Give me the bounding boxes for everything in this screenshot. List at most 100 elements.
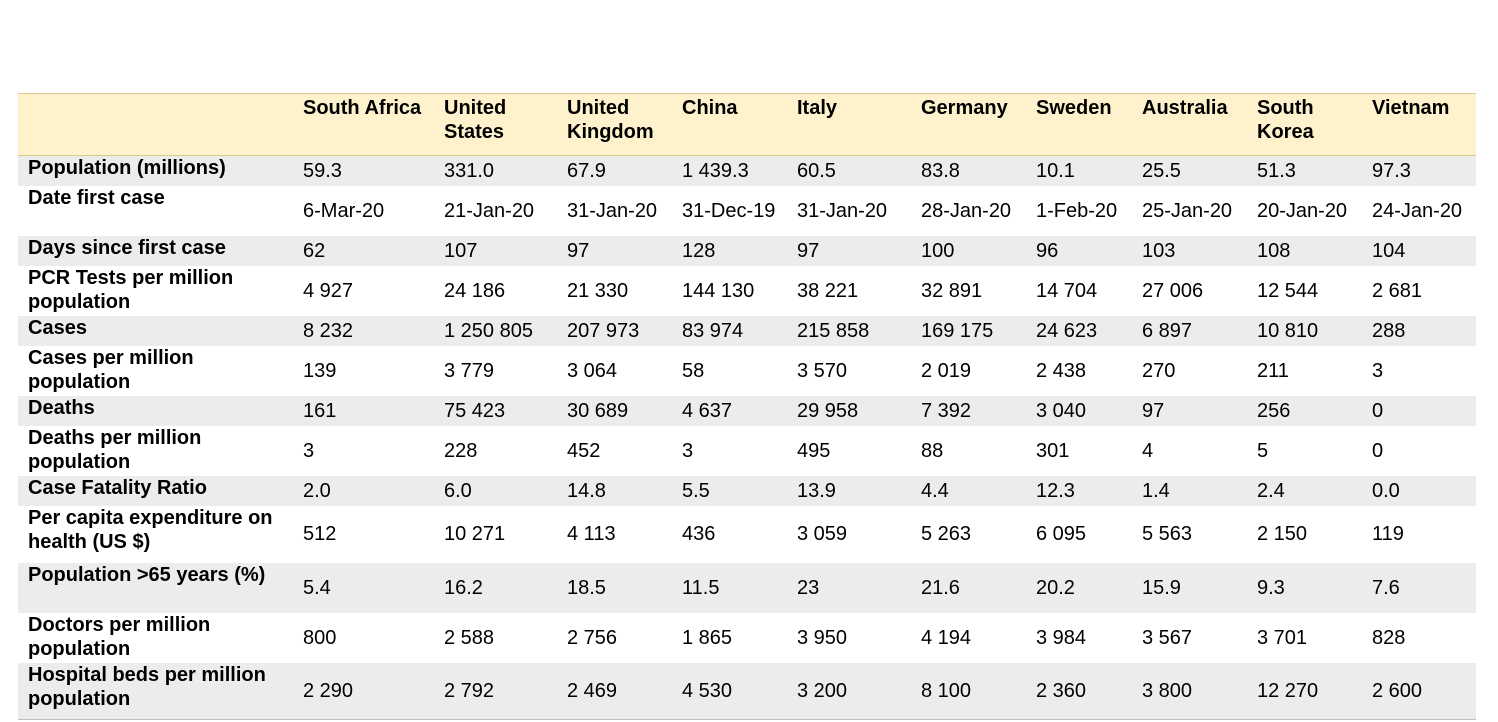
table-row: Date first case 6-Mar-20 21-Jan-20 31-Jan-2… (18, 185, 1476, 236)
table-cell: 0 (1372, 439, 1384, 462)
table-cell: 2 469 (550, 662, 665, 720)
table-cell: 83.8 (921, 159, 960, 182)
table-cell: 3 064 (567, 359, 618, 382)
table-cell: 20-Jan-20 (1257, 199, 1348, 222)
table-cell: 5.5 (682, 479, 710, 502)
table-cell: 83 974 (682, 319, 744, 342)
table-cell: 12 544 (1257, 279, 1319, 302)
table-cell: 3 (303, 439, 315, 462)
table-cell: 4 113 (567, 523, 616, 545)
table-cell: 10.1 (1036, 159, 1075, 182)
table-cell: 25-Jan-20 (1142, 199, 1233, 222)
row-label: Doctors per million population (28, 613, 211, 660)
row-label: PCR Tests per million population (28, 266, 234, 313)
table-cell: 4 (1142, 439, 1154, 462)
row-label: Deaths (28, 396, 95, 419)
table-cell: 24 186 (444, 279, 506, 302)
table-cell: 4 637 (682, 399, 733, 422)
table-cell: 2.0 (303, 479, 331, 502)
table-cell: 4 927 (303, 279, 354, 302)
table-cell: 97.3 (1372, 159, 1411, 182)
table-cell: 128 (682, 239, 716, 262)
table-cell: 10 810 (1257, 319, 1319, 342)
table-cell: 5.4 (303, 576, 331, 599)
row-label: Hospital beds per million population (18, 662, 286, 720)
table-cell: 800 (303, 626, 337, 649)
table-cell: 21 330 (567, 279, 629, 302)
row-label: Days since first case (28, 236, 226, 259)
table-cell: 14 704 (1036, 279, 1098, 302)
table-cell: 2 019 (921, 359, 972, 382)
table-cell: 5 263 (921, 523, 972, 545)
table-cell: 2 792 (427, 662, 550, 720)
table-cell: 6 095 (1036, 523, 1087, 545)
table-cell: 8 232 (303, 319, 354, 342)
table-cell: 2 150 (1257, 523, 1308, 545)
table-cell: 512 (303, 523, 337, 545)
table-cell: 108 (1257, 239, 1291, 262)
row-label: Cases per million population (28, 346, 194, 393)
table-cell: 10 271 (444, 523, 506, 545)
column-header: United Kingdom (550, 93, 665, 156)
table-cell: 27 006 (1142, 279, 1204, 302)
table-cell: 3 200 (780, 662, 904, 720)
country-comparison-table: South Africa United States United Kingdom C… (18, 93, 1476, 720)
table-cell: 30 689 (567, 399, 629, 422)
table-cell: 215 858 (797, 319, 870, 342)
table-cell: 1 439.3 (682, 159, 749, 182)
table-cell: 1 865 (682, 626, 733, 649)
table-cell: 495 (797, 439, 831, 462)
table-cell: 58 (682, 359, 705, 382)
table-row: Deaths 161 75 423 30 689 4 637 29 958 7 392 3 0… (18, 395, 1476, 426)
table-cell: 4 530 (665, 662, 780, 720)
table-row: Deaths per million population 3 228 452 3 495… (18, 425, 1476, 476)
table-cell: 23 (797, 576, 820, 599)
table-cell: 331.0 (444, 159, 495, 182)
table-cell: 6.0 (444, 479, 472, 502)
table-cell: 28-Jan-20 (921, 199, 1012, 222)
table-row: Cases per million population 139 3 779 3 06… (18, 345, 1476, 396)
table-cell: 9.3 (1257, 576, 1285, 599)
table-cell: 62 (303, 239, 326, 262)
table-cell: 3 570 (797, 359, 848, 382)
table-cell: 75 423 (444, 399, 506, 422)
row-label: Population >65 years (%) (28, 563, 266, 586)
table-cell: 4.4 (921, 479, 949, 502)
table-cell: 15.9 (1142, 576, 1181, 599)
table-cell: 88 (921, 439, 944, 462)
table-cell: 3 059 (797, 523, 848, 545)
table-cell: 21-Jan-20 (444, 199, 535, 222)
table-cell: 3 950 (797, 626, 848, 649)
column-header: Vietnam (1355, 93, 1476, 156)
table-cell: 1.4 (1142, 479, 1170, 502)
table-cell: 0.0 (1372, 479, 1400, 502)
table-cell: 12.3 (1036, 479, 1075, 502)
table-cell: 97 (567, 239, 590, 262)
table-cell: 2.4 (1257, 479, 1285, 502)
table-cell: 7 392 (921, 399, 972, 422)
table-cell: 31-Jan-20 (797, 199, 888, 222)
comparison-table-container: South Africa United States United Kingdom C… (18, 93, 1476, 720)
table-cell: 436 (682, 523, 716, 545)
table-cell: 452 (567, 439, 601, 462)
table-cell: 100 (921, 239, 955, 262)
table-cell: 169 175 (921, 319, 994, 342)
table-cell: 0 (1372, 399, 1384, 422)
table-cell: 11.5 (682, 576, 720, 599)
table-cell: 256 (1257, 399, 1291, 422)
table-cell: 2 360 (1019, 662, 1125, 720)
table-cell: 18.5 (567, 576, 606, 599)
table-cell: 97 (797, 239, 820, 262)
table-cell: 32 891 (921, 279, 983, 302)
table-cell: 144 130 (682, 279, 755, 302)
table-cell: 51.3 (1257, 159, 1296, 182)
table-cell: 3 (682, 439, 694, 462)
table-cell: 16.2 (444, 576, 483, 599)
table-cell: 3 779 (444, 359, 495, 382)
table-cell: 3 040 (1036, 399, 1087, 422)
table-cell: 270 (1142, 359, 1176, 382)
table-cell: 161 (303, 399, 337, 422)
table-cell: 5 563 (1142, 523, 1193, 545)
table-cell: 21.6 (921, 576, 960, 599)
table-cell: 38 221 (797, 279, 859, 302)
